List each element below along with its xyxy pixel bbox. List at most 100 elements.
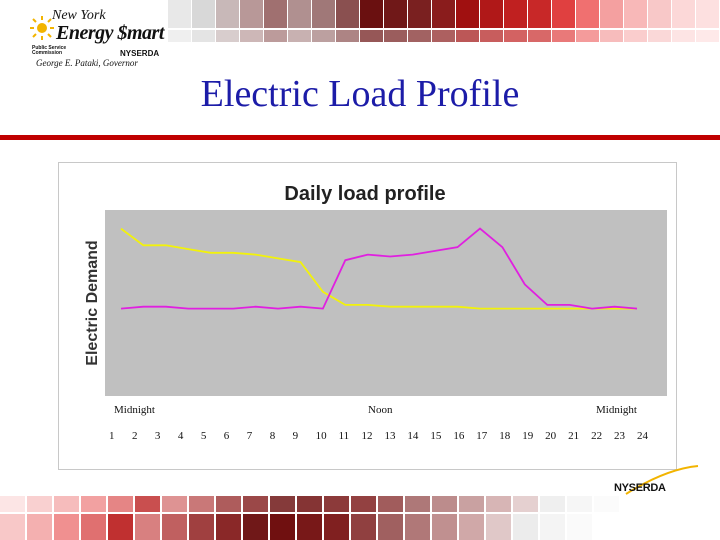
logo-energy-smart: Energy $mart bbox=[56, 22, 164, 44]
header-tile bbox=[312, 0, 335, 28]
footer-tile bbox=[0, 514, 25, 540]
footer-tile bbox=[513, 496, 538, 512]
energy-smart-logo: New York Energy $mart Public Service Com… bbox=[30, 8, 170, 68]
swoosh-icon bbox=[625, 465, 699, 495]
footer-tile bbox=[162, 496, 187, 512]
header-tile bbox=[528, 30, 551, 42]
hour-tick-label: 20 bbox=[545, 430, 557, 442]
footer-tile bbox=[405, 496, 430, 512]
title-divider bbox=[0, 135, 720, 140]
header-tile bbox=[456, 30, 479, 42]
hour-tick-label: 13 bbox=[384, 430, 396, 442]
header-tile bbox=[456, 0, 479, 28]
header-tiles bbox=[168, 0, 720, 44]
footer-tile bbox=[135, 514, 160, 540]
header-tile bbox=[216, 0, 239, 28]
footer-tile bbox=[378, 514, 403, 540]
footer-tile bbox=[648, 496, 673, 512]
header-tile bbox=[504, 0, 527, 28]
footer-tile bbox=[351, 514, 376, 540]
header-tile bbox=[168, 30, 191, 42]
header-tile bbox=[552, 0, 575, 28]
footer-tile bbox=[621, 514, 646, 540]
footer-tile bbox=[243, 514, 268, 540]
header-tile bbox=[360, 0, 383, 28]
footer-tile bbox=[135, 496, 160, 512]
page-title: Electric Load Profile bbox=[200, 73, 520, 115]
header-tile bbox=[504, 30, 527, 42]
footer-tile bbox=[108, 514, 133, 540]
footer-tile bbox=[297, 514, 322, 540]
logo-nyserda: NYSERDA bbox=[120, 49, 160, 58]
hour-tick-label: 2 bbox=[131, 430, 138, 442]
footer-tile bbox=[675, 496, 700, 512]
header-tile bbox=[576, 30, 599, 42]
header-tile bbox=[480, 30, 503, 42]
footer-tile bbox=[432, 496, 457, 512]
header-tile bbox=[672, 0, 695, 28]
header-tile bbox=[288, 30, 311, 42]
header-tile bbox=[216, 30, 239, 42]
footer-tile bbox=[189, 496, 214, 512]
footer-tile bbox=[81, 496, 106, 512]
hour-tick-label: 6 bbox=[223, 430, 230, 442]
footer-tile bbox=[243, 496, 268, 512]
header-tile bbox=[408, 30, 431, 42]
footer-tile bbox=[594, 496, 619, 512]
header-tile bbox=[480, 0, 503, 28]
hour-tick-label: 24 bbox=[637, 430, 648, 442]
footer-tile bbox=[54, 514, 79, 540]
footer-tile bbox=[486, 496, 511, 512]
header-tile bbox=[648, 30, 671, 42]
footer-tile bbox=[702, 514, 720, 540]
header-tile bbox=[240, 30, 263, 42]
chart-panel: Daily load profile Electric Demand bbox=[58, 162, 677, 470]
header-tile bbox=[624, 0, 647, 28]
footer-tile bbox=[675, 514, 700, 540]
footer-tile bbox=[567, 514, 592, 540]
load-profile-chart: Daily load profile Electric Demand bbox=[84, 183, 667, 396]
footer-tile bbox=[27, 496, 52, 512]
footer-tile bbox=[27, 514, 52, 540]
header-tile bbox=[408, 0, 431, 28]
hour-tick-label: 19 bbox=[522, 430, 534, 442]
footer-tile bbox=[486, 514, 511, 540]
header-tile bbox=[528, 0, 551, 28]
label-midnight-end: Midnight bbox=[596, 404, 637, 416]
header-tile bbox=[696, 30, 719, 42]
header-tile bbox=[600, 30, 623, 42]
y-axis-label: Electric Demand bbox=[84, 240, 101, 365]
plot-area bbox=[105, 210, 667, 396]
hour-tick-label: 17 bbox=[476, 430, 488, 442]
header-tile bbox=[168, 0, 191, 28]
footer-tile bbox=[351, 496, 376, 512]
footer-tile bbox=[513, 514, 538, 540]
footer-tile bbox=[216, 496, 241, 512]
label-noon: Noon bbox=[368, 404, 393, 416]
hour-tick-label: 14 bbox=[407, 430, 419, 442]
hour-tick-label: 18 bbox=[499, 430, 511, 442]
header-tile bbox=[336, 30, 359, 42]
hour-tick-label: 22 bbox=[591, 430, 603, 442]
logo-psc: Public Service Commission bbox=[32, 45, 67, 56]
series-line-1 bbox=[120, 227, 637, 310]
hour-tick-label: 5 bbox=[200, 430, 207, 442]
footer-tile bbox=[54, 496, 79, 512]
footer-logo-text: NYSERDA bbox=[614, 482, 666, 494]
footer-tile bbox=[405, 514, 430, 540]
footer-tile bbox=[594, 514, 619, 540]
footer-tile bbox=[324, 514, 349, 540]
header-tile bbox=[336, 0, 359, 28]
hour-tick-label: 7 bbox=[246, 430, 253, 442]
footer-tile bbox=[459, 496, 484, 512]
header-tile bbox=[384, 30, 407, 42]
footer-tile bbox=[621, 496, 646, 512]
series-line-2 bbox=[120, 227, 638, 310]
footer-tile bbox=[648, 514, 673, 540]
header-tile bbox=[696, 0, 719, 28]
hour-tick-label: 10 bbox=[315, 430, 327, 442]
header-tile bbox=[264, 30, 287, 42]
footer-tile bbox=[162, 514, 187, 540]
footer-tile bbox=[378, 496, 403, 512]
hour-tick-label: 23 bbox=[614, 430, 626, 442]
